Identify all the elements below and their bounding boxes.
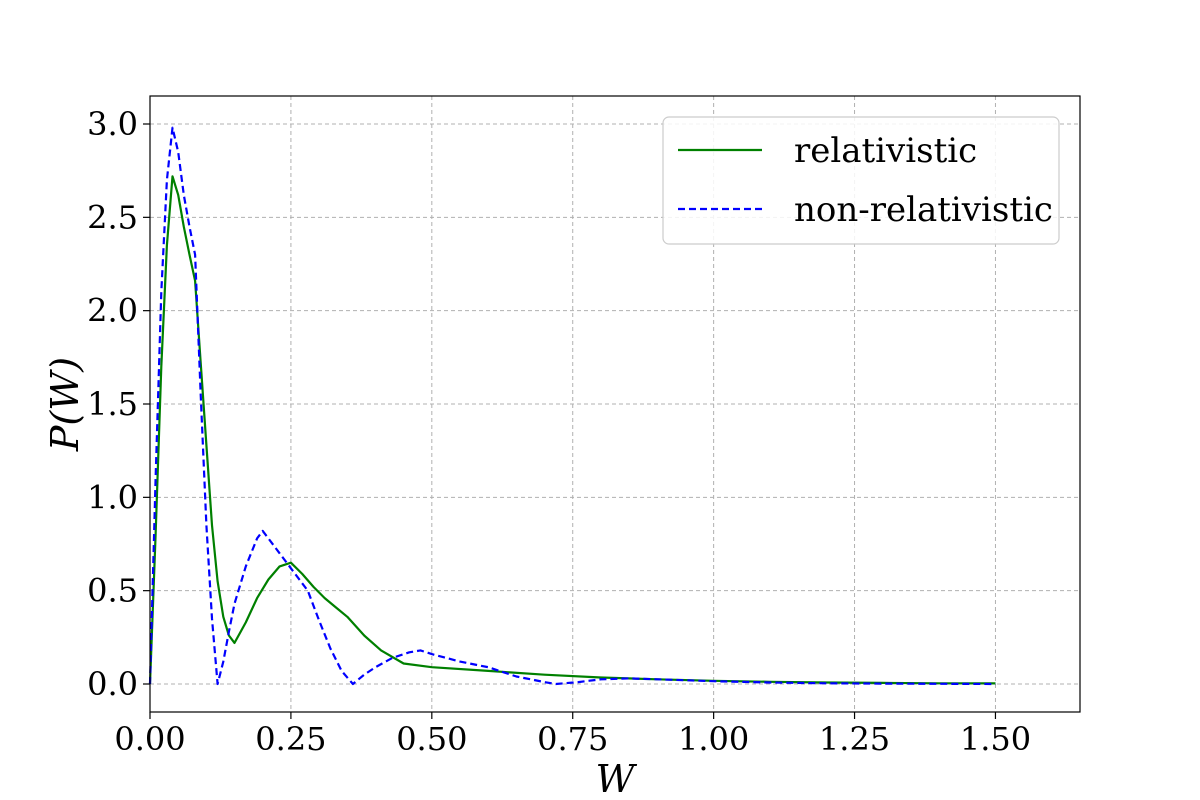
y-tick-label-3: 1.5 — [87, 385, 138, 423]
y-tick-label-1: 0.5 — [87, 572, 138, 610]
y-tick-label-5: 2.5 — [87, 198, 138, 236]
grid — [149, 96, 1080, 712]
series-line-relativistic — [148, 175, 996, 685]
tick-labels: 0.00 0.25 0.50 0.75 1.00 1.25 1.50 0.0 0.5 1.0 1.5… — [87, 105, 1031, 758]
ticks — [143, 123, 997, 719]
y-tick-label-0: 0.0 — [87, 665, 138, 703]
legend-box — [662, 116, 1060, 245]
x-tick-label-0: 0.00 — [114, 720, 185, 758]
legend-label-non-relativistic: non-relativistic — [794, 190, 1053, 230]
y-tick-label-2: 1.0 — [87, 478, 138, 516]
x-tick-label-2: 0.50 — [396, 720, 467, 758]
x-tick-label-1: 0.25 — [255, 720, 326, 758]
y-axis-label: P(W) — [43, 357, 87, 452]
series-group — [148, 126, 996, 686]
legend-label-relativistic: relativistic — [794, 131, 977, 171]
x-tick-label-3: 0.75 — [537, 720, 608, 758]
series-line-non-relativistic — [148, 126, 996, 686]
legend: relativistic non-relativistic — [662, 116, 1060, 245]
x-tick-label-4: 1.00 — [678, 720, 749, 758]
x-axis-label: W — [595, 757, 637, 800]
y-tick-label-4: 2.0 — [87, 292, 138, 330]
x-tick-label-6: 1.50 — [960, 720, 1031, 758]
x-tick-label-5: 1.25 — [819, 720, 890, 758]
y-tick-label-6: 3.0 — [87, 105, 138, 143]
